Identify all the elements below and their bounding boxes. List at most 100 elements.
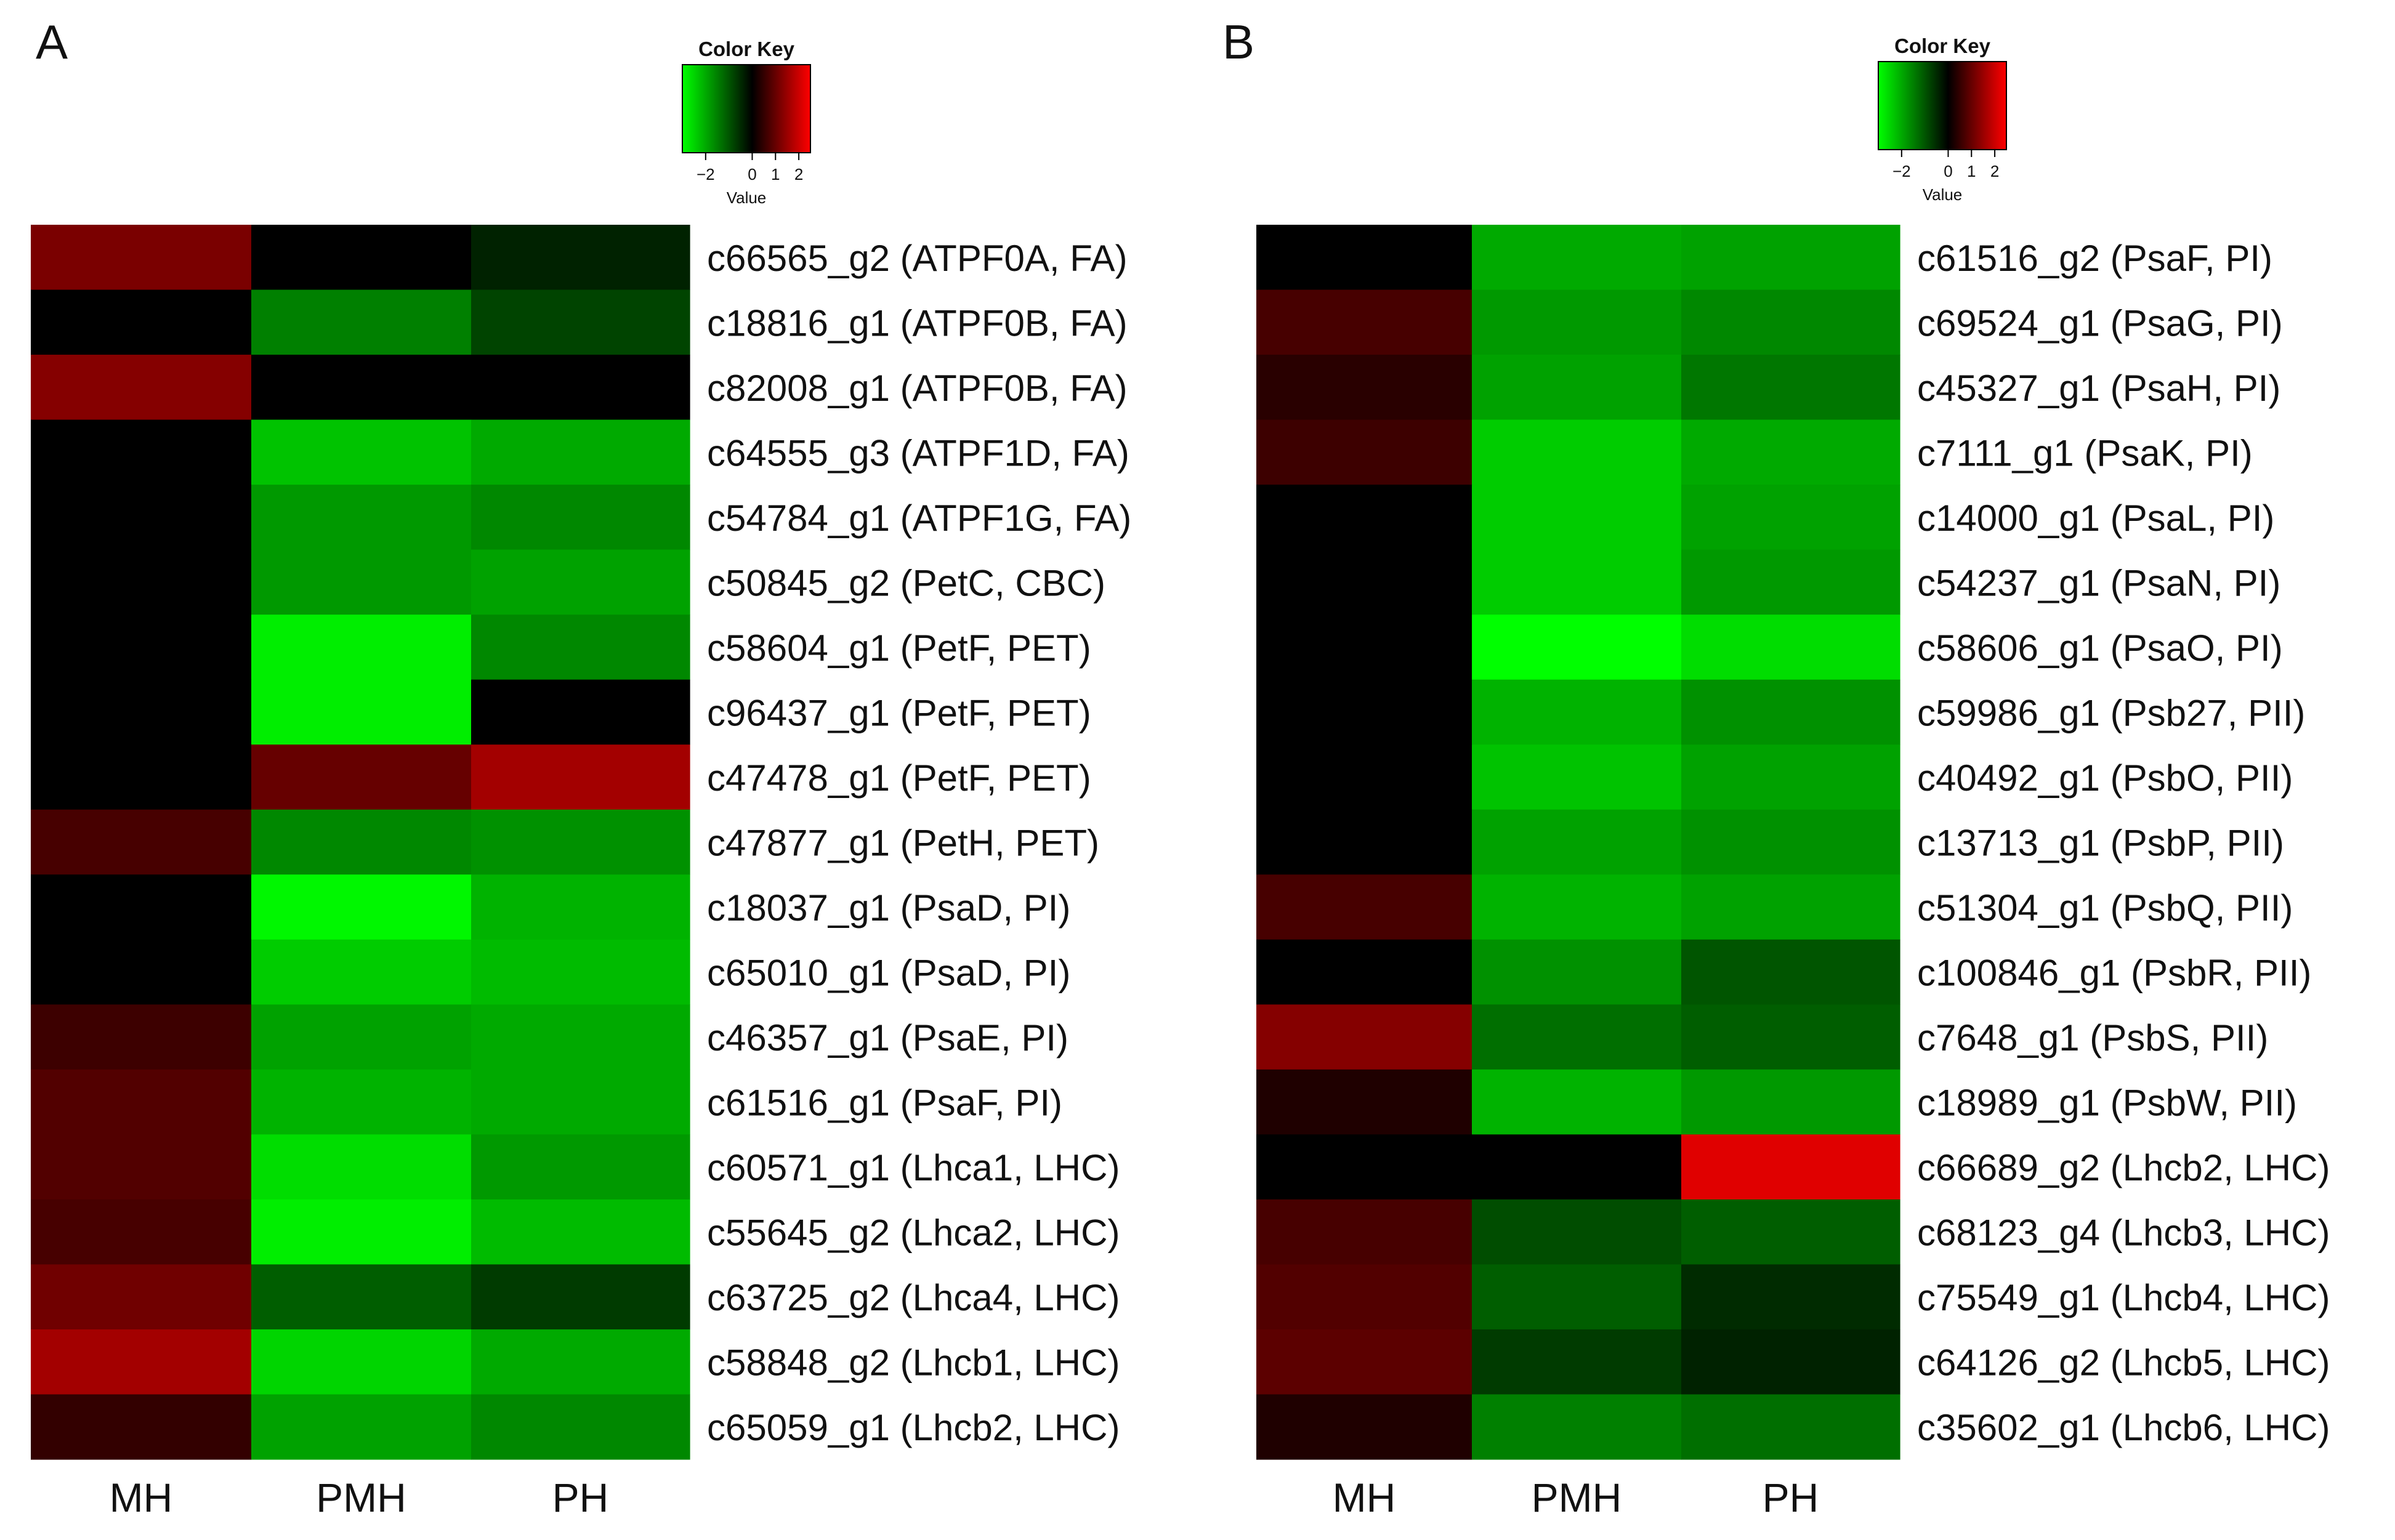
heatmap-cell <box>251 1329 472 1395</box>
color-key-tick-label: 0 <box>1944 162 1952 180</box>
panel-label: A <box>36 15 68 69</box>
heatmap-cell <box>31 615 252 680</box>
color-key: Color Key −2 0 1 2 Value <box>682 38 811 207</box>
heatmap-cell <box>1256 355 1472 421</box>
heatmap-cell <box>1256 1199 1472 1265</box>
heatmap-cell <box>251 744 472 810</box>
heatmap-cell <box>251 1004 472 1070</box>
row-label: c66565_g2 (ATPF0A, FA) <box>707 238 1128 279</box>
heatmap-cell <box>1472 874 1682 940</box>
heatmap-cell <box>1256 225 1472 291</box>
heatmap-cell <box>471 1394 690 1460</box>
heatmap-cell <box>1472 809 1682 875</box>
row-label: c100846_g1 (PsbR, PII) <box>1917 953 2311 994</box>
heatmap-cell <box>1681 289 1900 355</box>
row-label: c59986_g1 (Psb27, PII) <box>1917 692 2305 733</box>
row-label: c51304_g1 (PsbQ, PII) <box>1917 887 2293 929</box>
row-label: c63725_g2 (Lhca4, LHC) <box>707 1277 1120 1318</box>
heatmap-cell <box>1472 1394 1682 1460</box>
heatmap-cell <box>31 419 252 485</box>
heatmap-cell <box>1256 549 1472 615</box>
panel-label: B <box>1222 15 1254 69</box>
heatmap-cell <box>1472 355 1682 421</box>
heatmap-cell <box>251 355 472 421</box>
row-label: c14000_g1 (PsaL, PI) <box>1917 498 2274 539</box>
heatmap-cell <box>251 1394 472 1460</box>
heatmap-panel-b: B Color Key −2 0 1 2 Value c61516_g2 (PsaF, PI)… <box>1222 15 2330 1520</box>
heatmap-cell <box>1256 615 1472 680</box>
row-label: c54237_g1 (PsaN, PI) <box>1917 562 2280 603</box>
heatmap-cell <box>251 615 472 680</box>
heatmap-cell <box>31 1004 252 1070</box>
heatmap-cell <box>31 939 252 1005</box>
heatmap-cell <box>1256 1329 1472 1395</box>
column-label: MH <box>110 1475 173 1520</box>
heatmap-cell <box>1256 1394 1472 1460</box>
heatmap-cell <box>1681 1134 1900 1200</box>
heatmap-cell <box>31 289 252 355</box>
row-label: c54784_g1 (ATPF1G, FA) <box>707 498 1131 539</box>
row-label: c75549_g1 (Lhcb4, LHC) <box>1917 1277 2330 1318</box>
row-label: c13713_g1 (PsbP, PII) <box>1917 823 2284 864</box>
heatmap-cell <box>1681 615 1900 680</box>
color-key-tick-label: 1 <box>1967 162 1976 180</box>
heatmap-cell <box>1256 744 1472 810</box>
color-key-tick-label: −2 <box>1892 162 1911 180</box>
heatmap-cell <box>31 1134 252 1200</box>
row-label: c55645_g2 (Lhca2, LHC) <box>707 1212 1120 1254</box>
heatmap-cell <box>251 549 472 615</box>
color-key-tick-label: 2 <box>1990 162 1999 180</box>
color-key-tick-label: 0 <box>748 165 756 183</box>
heatmap-cell <box>1681 1329 1900 1395</box>
heatmap-cell <box>471 1199 690 1265</box>
heatmap-cell <box>1681 809 1900 875</box>
heatmap-cell <box>471 874 690 940</box>
heatmap-cell <box>471 549 690 615</box>
row-label: c60571_g1 (Lhca1, LHC) <box>707 1147 1120 1188</box>
heatmap-cell <box>31 549 252 615</box>
row-label: c18816_g1 (ATPF0B, FA) <box>707 302 1128 344</box>
row-label: c66689_g2 (Lhcb2, LHC) <box>1917 1147 2330 1188</box>
heatmap-cell <box>1681 1394 1900 1460</box>
row-label: c58606_g1 (PsaO, PI) <box>1917 627 2283 669</box>
row-label: c58848_g2 (Lhcb1, LHC) <box>707 1342 1120 1384</box>
heatmap-cell <box>1256 1069 1472 1135</box>
heatmap-cell <box>1256 1004 1472 1070</box>
heatmap-cell <box>251 1199 472 1265</box>
heatmap-cell <box>471 1069 690 1135</box>
heatmap-cell <box>31 1264 252 1330</box>
row-label: c61516_g1 (PsaF, PI) <box>707 1082 1062 1124</box>
heatmap-cell <box>471 744 690 810</box>
heatmap-panel-a: A Color Key −2 0 1 2 Value c66565_g2 (ATPF0A, F… <box>31 15 1131 1520</box>
heatmap-cells <box>1256 225 1900 1460</box>
column-label: MH <box>1333 1475 1396 1520</box>
row-label: c61516_g2 (PsaF, PI) <box>1917 238 2272 279</box>
heatmap-cell <box>31 1394 252 1460</box>
row-label: c69524_g1 (PsaG, PI) <box>1917 302 2283 344</box>
heatmap-cell <box>1472 1004 1682 1070</box>
heatmap-cell <box>1472 939 1682 1005</box>
row-label: c40492_g1 (PsbO, PII) <box>1917 757 2293 799</box>
column-label: PMH <box>316 1475 406 1520</box>
row-label: c58604_g1 (PetF, PET) <box>707 627 1091 669</box>
heatmap-cell <box>471 939 690 1005</box>
heatmap-cell <box>1256 1134 1472 1200</box>
heatmap-cell <box>1472 485 1682 550</box>
heatmap-cell <box>1256 874 1472 940</box>
heatmap-cell <box>1681 485 1900 550</box>
row-label: c50845_g2 (PetC, CBC) <box>707 562 1105 603</box>
heatmap-cell <box>251 225 472 291</box>
color-key-axis-label: Value <box>1923 185 1963 204</box>
heatmap-cell <box>1472 1199 1682 1265</box>
row-label: c64126_g2 (Lhcb5, LHC) <box>1917 1342 2330 1384</box>
heatmap-cell <box>1681 1199 1900 1265</box>
heatmap-cell <box>471 1329 690 1395</box>
row-label: c47877_g1 (PetH, PET) <box>707 823 1099 864</box>
row-label: c96437_g1 (PetF, PET) <box>707 692 1091 733</box>
heatmap-cell <box>31 744 252 810</box>
row-label: c65059_g1 (Lhcb2, LHC) <box>707 1407 1120 1448</box>
heatmap-cell <box>1472 289 1682 355</box>
heatmap-cell <box>1472 744 1682 810</box>
heatmap-cell <box>1472 549 1682 615</box>
